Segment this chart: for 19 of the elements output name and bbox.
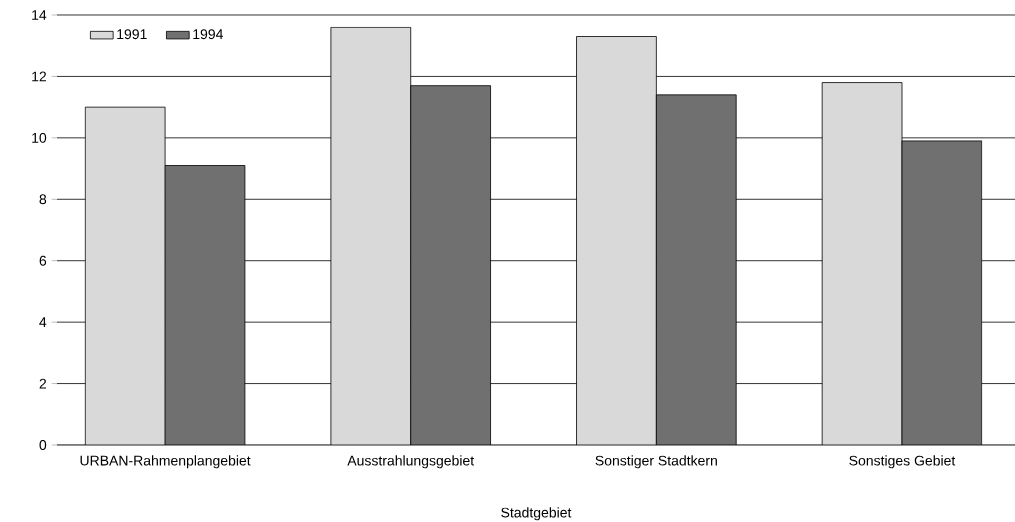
x-tick-label: URBAN-Rahmenplangebiet: [80, 455, 251, 469]
bar: [84, 106, 166, 445]
legend-label: 1991: [117, 29, 147, 40]
x-tick-label: Sonstiges Gebiet: [849, 455, 956, 469]
y-tick-label: 4: [39, 317, 47, 327]
y-tick-label: 6: [39, 255, 47, 266]
y-tick-label: 10: [32, 132, 47, 143]
bar: [330, 26, 412, 445]
y-tick-label: 14: [32, 10, 47, 20]
y-tick-label: 12: [32, 71, 47, 82]
y-tick-label: 0: [39, 440, 47, 450]
y-tick-label: 2: [39, 378, 47, 389]
x-tick-label: Sonstiger Stadtkern: [595, 455, 717, 469]
x-axis-title: Stadtgebiet: [501, 507, 572, 521]
bar: [821, 82, 903, 445]
legend-label: 1994: [193, 29, 223, 40]
bar: [576, 36, 657, 445]
x-tick-label: Ausstrahlungsgebiet: [347, 455, 475, 469]
y-tick-label: 8: [39, 194, 47, 205]
